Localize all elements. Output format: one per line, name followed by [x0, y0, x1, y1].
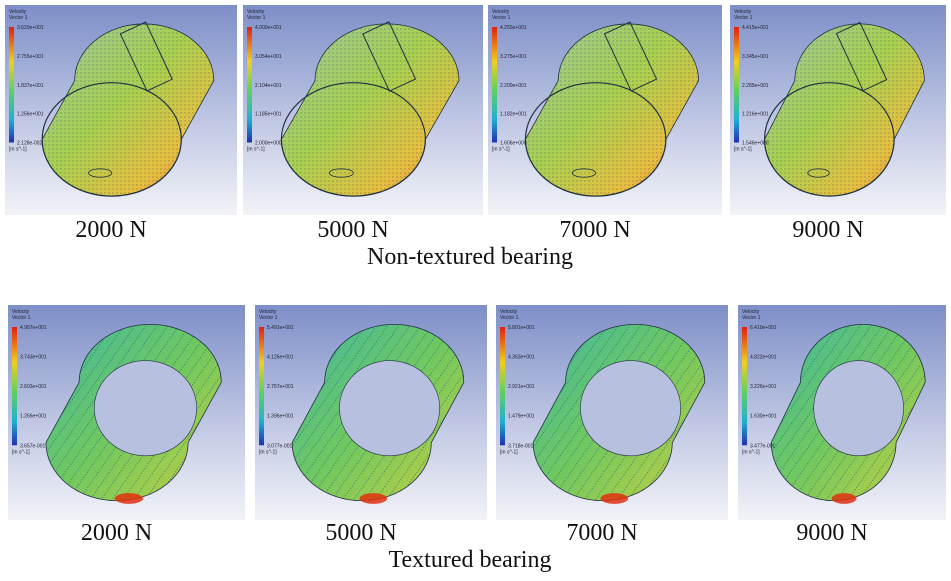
legend-subtitle: Vector 1: [259, 315, 278, 321]
legend-tick-label: 2.603e+001: [20, 384, 47, 390]
legend-subtitle: Vector 1: [742, 315, 761, 321]
legend-tick-label: 6.410e+001: [750, 325, 777, 331]
legend-tick-label: 4.987e+001: [20, 325, 47, 331]
legend-tick-label: 4.363e+001: [508, 355, 535, 361]
color-bar: [734, 27, 739, 143]
legend-unit: [m s^-1]: [742, 449, 760, 455]
legend-tick-label: 4.822e+001: [750, 355, 777, 361]
legend-unit: [m s^-1]: [259, 449, 277, 455]
panel-label: 2000 N: [81, 520, 152, 546]
legend-subtitle: Vector 1: [492, 15, 511, 21]
opening: [580, 361, 680, 456]
color-bar: [247, 27, 252, 143]
legend-tick-label: 2.757e+001: [267, 384, 294, 390]
legend-tick-label: 1.256e+001: [17, 112, 44, 118]
opening: [814, 361, 904, 456]
legend-tick-label: 3.743e+001: [20, 355, 47, 361]
hot-spot: [115, 493, 143, 504]
hot-spot: [832, 493, 857, 504]
legend-tick-label: 1.837e+001: [17, 83, 44, 89]
panel-label: 5000 N: [325, 520, 396, 546]
legend-subtitle: Vector 1: [247, 15, 266, 21]
panel-label: 2000 N: [75, 217, 146, 243]
legend-tick-label: 2.921e+001: [508, 384, 535, 390]
legend-subtitle: Vector 1: [734, 15, 753, 21]
legend-subtitle: Vector 1: [9, 15, 28, 21]
legend-subtitle: Vector 1: [12, 315, 31, 321]
panel-label: 7000 N: [559, 217, 630, 243]
legend-tick-label: 4.126e+001: [267, 355, 294, 361]
legend-tick-label: 3.345e+001: [742, 54, 769, 60]
panel-label: 5000 N: [317, 217, 388, 243]
legend-unit: [m s^-1]: [12, 449, 30, 455]
legend-unit: [m s^-1]: [9, 147, 27, 153]
legend-tick-label: 3.226e+001: [750, 384, 777, 390]
row-caption: Textured bearing: [389, 547, 552, 573]
legend-unit: [m s^-1]: [734, 147, 752, 153]
legend-tick-label: 4.255e+001: [500, 25, 527, 31]
legend-tick-label: 2.755e+001: [17, 54, 44, 60]
legend-tick-label: 5.491e+001: [267, 325, 294, 331]
color-bar: [12, 327, 17, 445]
row-caption: Non-textured bearing: [367, 244, 573, 270]
legend-tick-label: 4.415e+001: [742, 25, 769, 31]
legend-unit: [m s^-1]: [492, 147, 510, 153]
legend-tick-label: 3.620e+001: [17, 25, 44, 31]
legend-tick-label: 2.104e+001: [255, 83, 282, 89]
color-bar: [492, 27, 497, 143]
color-bar: [9, 27, 14, 143]
legend-unit: [m s^-1]: [500, 449, 518, 455]
legend-tick-label: 4.000e+001: [255, 25, 282, 31]
panel-label: 9000 N: [796, 520, 867, 546]
panel-label: 9000 N: [792, 217, 863, 243]
legend-tick-label: 5.801e+001: [508, 325, 535, 331]
legend-tick-label: 1.396e+001: [267, 414, 294, 420]
panel-label: 7000 N: [566, 520, 637, 546]
legend-tick-label: 3.275e+001: [500, 54, 527, 60]
legend-tick-label: 1.266e+001: [20, 414, 47, 420]
color-bar: [259, 327, 264, 445]
color-bar: [500, 327, 505, 445]
legend-tick-label: 1.630e+001: [750, 414, 777, 420]
figure: VelocityVector 13.620e+0012.755e+0011.83…: [0, 0, 951, 581]
hot-spot: [600, 493, 628, 504]
page: VelocityVector 13.620e+0012.755e+0011.83…: [0, 0, 951, 581]
legend-unit: [m s^-1]: [247, 147, 265, 153]
color-bar: [742, 327, 747, 445]
legend-tick-label: 2.200e+001: [500, 83, 527, 89]
legend-tick-label: 2.285e+001: [742, 83, 769, 89]
opening: [339, 361, 439, 456]
legend-tick-label: 1.185e+001: [255, 112, 282, 118]
legend-tick-label: 1.479e+001: [508, 414, 535, 420]
legend-tick-label: 3.054e+001: [255, 54, 282, 60]
legend-tick-label: 1.216e+001: [742, 112, 769, 118]
legend-tick-label: 1.182e+001: [500, 112, 527, 118]
legend-subtitle: Vector 1: [500, 315, 519, 321]
opening: [94, 361, 196, 456]
hot-spot: [359, 493, 387, 504]
